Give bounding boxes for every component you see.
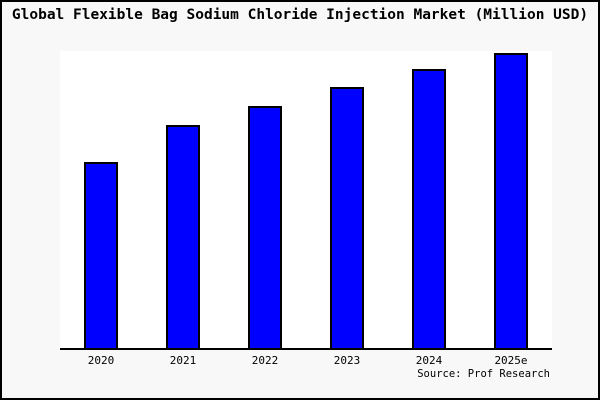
bar-2021 bbox=[166, 125, 200, 348]
x-tick-label-2023: 2023 bbox=[333, 354, 361, 367]
bar-slot bbox=[388, 51, 470, 348]
chart-title: Global Flexible Bag Sodium Chloride Inje… bbox=[11, 7, 589, 23]
bar-2024 bbox=[412, 69, 446, 348]
x-tick-label-2020: 2020 bbox=[87, 354, 115, 367]
bar-slot bbox=[306, 51, 388, 348]
x-tick-label-2024: 2024 bbox=[415, 354, 443, 367]
source-note: Source: Prof Research bbox=[417, 368, 550, 380]
x-axis-labels: 2020 2021 2022 2023 2024 2025e bbox=[60, 355, 552, 367]
bar-2020 bbox=[84, 162, 118, 348]
x-tick-label-2022: 2022 bbox=[251, 354, 279, 367]
bar-slot bbox=[142, 51, 224, 348]
x-tick-label-2025e: 2025e bbox=[494, 354, 528, 367]
bar-2025e bbox=[494, 53, 528, 348]
x-tick-label-2021: 2021 bbox=[169, 354, 197, 367]
bar-2023 bbox=[330, 87, 364, 348]
bar-slot bbox=[60, 51, 142, 348]
bar-slot bbox=[470, 51, 552, 348]
plot-area bbox=[60, 51, 552, 350]
bar-slot bbox=[224, 51, 306, 348]
bar-2022 bbox=[248, 106, 282, 348]
bars-container bbox=[60, 51, 552, 348]
